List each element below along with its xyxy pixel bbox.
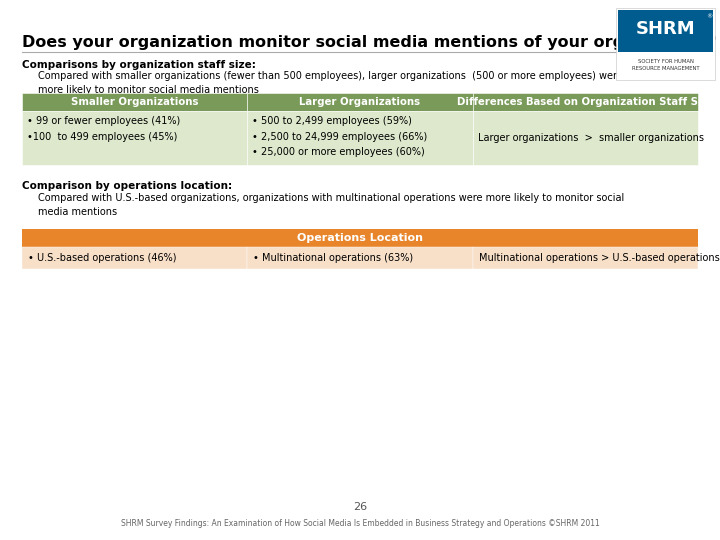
Bar	[472, 111, 698, 165]
Text: Comparisons by organization staff size:: Comparisons by organization staff size:	[22, 60, 256, 70]
Text: SHRM Survey Findings: An Examination of How Social Media Is Embedded in Business: SHRM Survey Findings: An Examination of …	[121, 519, 599, 528]
Bar	[22, 247, 248, 269]
Text: • U.S.-based operations (46%): • U.S.-based operations (46%)	[28, 253, 176, 263]
Bar	[616, 8, 715, 80]
Text: SHRM: SHRM	[636, 20, 696, 38]
Bar	[472, 93, 698, 111]
Text: Does your organization monitor social media mentions of your organization?: Does your organization monitor social me…	[22, 35, 717, 50]
Text: Multinational operations > U.S.-based operations: Multinational operations > U.S.-based op…	[479, 253, 719, 263]
Text: Compared with U.S.-based organizations, organizations with multinational operati: Compared with U.S.-based organizations, …	[38, 193, 624, 218]
Bar	[22, 111, 248, 165]
Bar	[22, 93, 248, 111]
Bar	[248, 247, 472, 269]
Text: Larger Organizations: Larger Organizations	[300, 97, 420, 107]
Text: Comparison by operations location:: Comparison by operations location:	[22, 181, 232, 191]
Bar	[618, 52, 713, 78]
Text: • 99 or fewer employees (41%)
•100  to 499 employees (45%): • 99 or fewer employees (41%) •100 to 49…	[27, 116, 180, 141]
Text: 26: 26	[353, 502, 367, 512]
Bar	[248, 111, 472, 165]
Text: Smaller Organizations: Smaller Organizations	[71, 97, 199, 107]
Text: Differences Based on Organization Staff Size: Differences Based on Organization Staff …	[456, 97, 714, 107]
Bar	[472, 247, 698, 269]
Bar	[22, 229, 698, 247]
Text: • 500 to 2,499 employees (59%)
• 2,500 to 24,999 employees (66%)
• 25,000 or mor: • 500 to 2,499 employees (59%) • 2,500 t…	[252, 116, 428, 157]
Bar	[248, 93, 472, 111]
Text: • Multinational operations (63%): • Multinational operations (63%)	[253, 253, 413, 263]
Bar	[618, 10, 713, 52]
Text: ®: ®	[706, 14, 712, 19]
Text: SOCIETY FOR HUMAN
RESOURCE MANAGEMENT: SOCIETY FOR HUMAN RESOURCE MANAGEMENT	[631, 59, 699, 71]
Text: Compared with smaller organizations (fewer than 500 employees), larger organizat: Compared with smaller organizations (few…	[38, 71, 623, 96]
Text: Operations Location: Operations Location	[297, 233, 423, 243]
Text: Larger organizations  >  smaller organizations: Larger organizations > smaller organizat…	[477, 133, 703, 143]
